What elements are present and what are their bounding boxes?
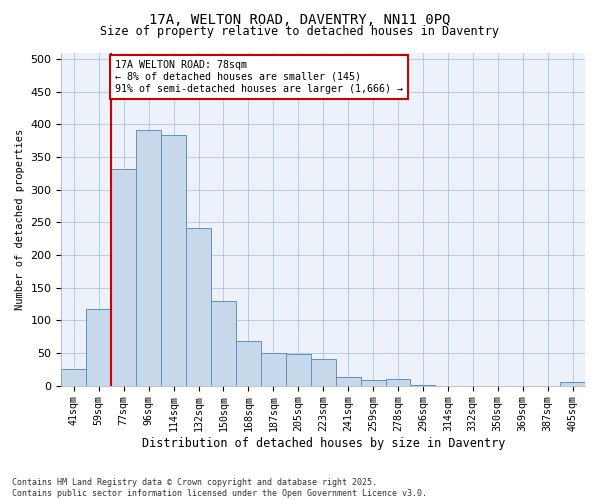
Text: Size of property relative to detached houses in Daventry: Size of property relative to detached ho… [101, 25, 499, 38]
Bar [61, 370, 86, 386]
Bar [286, 354, 311, 386]
Bar [261, 353, 286, 386]
Text: 17A, WELTON ROAD, DAVENTRY, NN11 0PQ: 17A, WELTON ROAD, DAVENTRY, NN11 0PQ [149, 12, 451, 26]
Bar [86, 310, 111, 386]
Y-axis label: Number of detached properties: Number of detached properties [15, 128, 25, 310]
Bar [410, 385, 436, 386]
Text: Contains HM Land Registry data © Crown copyright and database right 2025.
Contai: Contains HM Land Registry data © Crown c… [12, 478, 427, 498]
Bar [335, 376, 361, 386]
Bar [386, 379, 410, 386]
Bar [211, 301, 236, 386]
Bar [111, 170, 136, 386]
Text: 17A WELTON ROAD: 78sqm
← 8% of detached houses are smaller (145)
91% of semi-det: 17A WELTON ROAD: 78sqm ← 8% of detached … [115, 60, 403, 94]
Bar [161, 136, 186, 386]
Bar [560, 382, 585, 386]
Bar [361, 380, 386, 386]
Bar [311, 359, 335, 386]
Bar [186, 228, 211, 386]
Bar [136, 130, 161, 386]
Bar [236, 342, 261, 386]
X-axis label: Distribution of detached houses by size in Daventry: Distribution of detached houses by size … [142, 437, 505, 450]
